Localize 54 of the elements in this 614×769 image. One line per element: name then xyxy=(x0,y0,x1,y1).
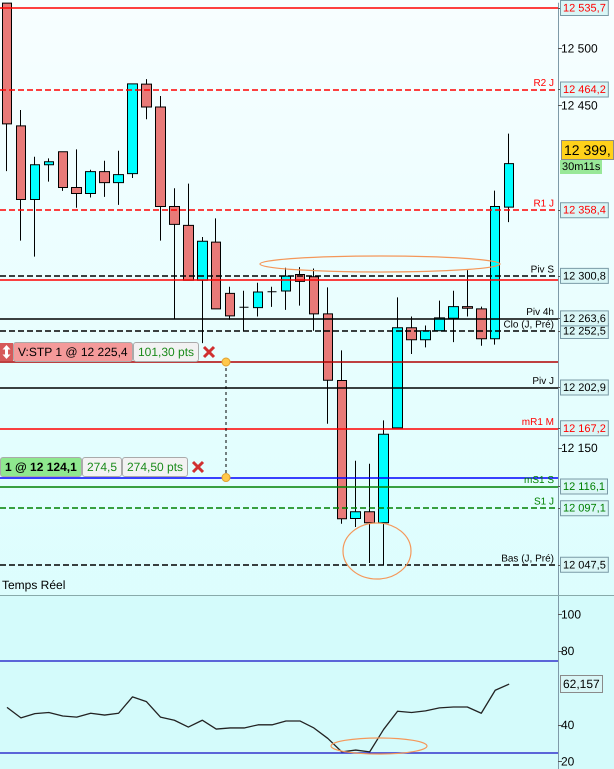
annotation: 1 @ 12 124,1 xyxy=(0,457,82,478)
candlestick xyxy=(30,156,40,258)
candlestick xyxy=(253,282,263,317)
y-tick-label: 20 xyxy=(561,754,575,769)
y-tick-label: 12 300,8 xyxy=(563,270,606,282)
annotation: V:STP 1 @ 12 225,4 xyxy=(13,342,133,362)
ref-line-label: S1 J xyxy=(534,496,554,508)
candlestick xyxy=(504,133,514,223)
annotation: 274,5 xyxy=(82,457,122,478)
y-tick-label: 12 167,2 xyxy=(563,422,606,435)
y-tick-label: 12 464,2 xyxy=(563,84,606,96)
ref-line-label: Piv 4h xyxy=(526,306,554,318)
ref-line-label: Clo (J, Pré) xyxy=(503,319,554,330)
ref-line-label: Piv J xyxy=(532,376,554,388)
ref-line-label: R1 J xyxy=(533,198,554,210)
ref-line-label: Piv S xyxy=(530,264,554,276)
y-tick-label: 80 xyxy=(561,644,575,658)
y-tick-label: 12 202,9 xyxy=(563,382,606,394)
ref-line-label: mR1 M xyxy=(522,416,554,428)
candlestick xyxy=(127,83,138,179)
candlestick xyxy=(16,109,26,242)
y-tick-label: 12 150 xyxy=(561,440,598,455)
y-tick-label: 12 047,5 xyxy=(563,559,606,572)
ref-line-label: R2 J xyxy=(533,78,554,90)
ref-line-label: mS1 S xyxy=(524,475,554,486)
y-tick-label: 12 116,1 xyxy=(563,481,606,494)
candlestick xyxy=(58,151,68,192)
y-tick-label: 12 263,6 xyxy=(563,312,606,325)
candlestick xyxy=(141,78,152,120)
ref-line-label: Bas (J, Pré) xyxy=(501,553,554,564)
text: 30m11s xyxy=(560,160,602,174)
candlestick xyxy=(71,148,82,208)
candlestick xyxy=(350,460,361,528)
text: 12 399, xyxy=(561,140,614,160)
candlestick xyxy=(99,160,110,198)
annotation: Temps Réel xyxy=(2,578,66,592)
candlestick xyxy=(267,286,277,308)
candlestick xyxy=(85,169,96,198)
y-tick-label: 12 097,1 xyxy=(563,502,606,515)
y-tick-label: 12 450 xyxy=(561,98,598,113)
candlestick xyxy=(155,96,166,242)
annotation: 62,157 xyxy=(560,675,603,694)
y-tick-label: 12 252,5 xyxy=(563,325,606,338)
line-series xyxy=(6,683,510,753)
y-tick-label: 100 xyxy=(561,607,582,622)
candlestick xyxy=(2,2,12,172)
annotation: 101,30 pts xyxy=(133,342,200,362)
annotation: 274,50 pts xyxy=(122,457,188,478)
candlestick xyxy=(44,158,54,182)
y-tick-label: 40 xyxy=(561,718,575,732)
y-tick-label: 12 535,7 xyxy=(563,2,606,14)
y-tick-label: 12 358,4 xyxy=(563,204,606,217)
y-tick-label: 12 500 xyxy=(561,42,598,56)
candlestick xyxy=(113,150,124,206)
